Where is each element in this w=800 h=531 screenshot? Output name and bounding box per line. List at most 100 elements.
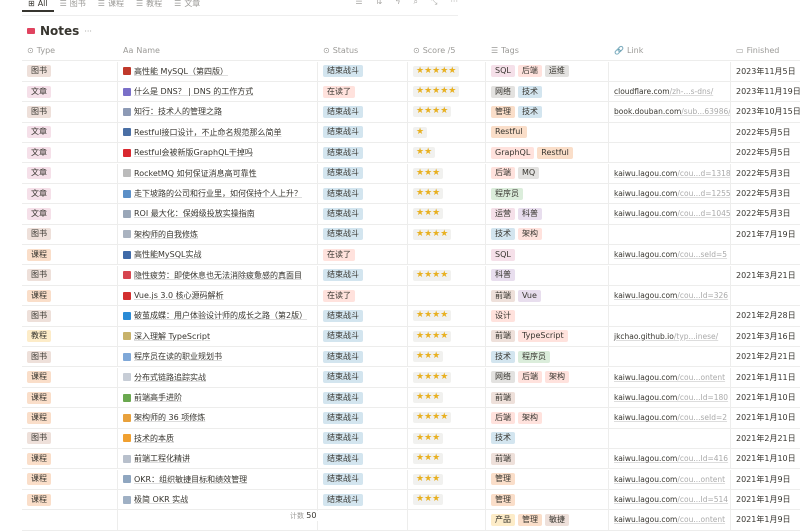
score-cell[interactable]: ★★★ <box>408 163 486 183</box>
status-cell[interactable]: 结束战斗 <box>318 163 408 183</box>
url-link[interactable]: kaiwu.lagou.com/cou...d=1318 <box>614 169 730 178</box>
score-cell[interactable]: ★★★ <box>408 347 486 367</box>
finished-date-cell[interactable]: 2022年5月3日 <box>736 168 791 178</box>
link-cell[interactable]: jkchao.github.io/typ...inese/ <box>609 326 731 347</box>
name-cell[interactable]: 极简 OKR 实战 <box>118 489 318 510</box>
table-row[interactable]: 文章 什么是 DNS？ | DNS 的工作方式 在读了 ★★★★★ 网络 技术 cloudf… <box>22 81 800 103</box>
score-cell[interactable]: ★★★ <box>408 204 486 224</box>
type-cell[interactable]: 图书 <box>22 61 118 81</box>
name-cell[interactable]: 高性能MySQL实战 <box>118 245 318 265</box>
status-cell[interactable]: 结束战斗 <box>318 387 408 408</box>
finished-date-cell[interactable]: 2023年11月5日 <box>736 66 796 76</box>
score-cell[interactable]: ★★★ <box>408 469 486 489</box>
name-cell[interactable]: 技术的本质 <box>118 428 318 449</box>
tags-cell[interactable]: 技术 架构 <box>486 224 609 245</box>
name-cell[interactable]: 架构师的 36 项修炼 <box>118 408 318 428</box>
status-cell[interactable]: 结束战斗 <box>318 428 408 449</box>
name-cell[interactable]: 分布式链路追踪实战 <box>118 367 318 387</box>
type-cell[interactable]: 课程 <box>22 489 118 510</box>
page-name-link[interactable]: Restful会被新版GraphQL干掉吗 <box>134 148 253 158</box>
score-cell[interactable]: ★★★★ <box>408 102 486 122</box>
column-header-1[interactable]: Aa Name <box>118 41 318 60</box>
filter-icon[interactable]: ☰ <box>355 0 363 6</box>
type-cell[interactable]: 文章 <box>22 163 118 183</box>
finished-date-cell[interactable]: 2021年1月9日 <box>736 495 791 505</box>
score-cell[interactable]: ★★ <box>408 143 486 163</box>
status-cell[interactable]: 结束战斗 <box>318 469 408 489</box>
page-name-link[interactable]: 高性能MySQL实战 <box>134 250 202 260</box>
more-icon[interactable]: ··· <box>450 0 458 6</box>
column-header-3[interactable]: ⊙ Score /5 <box>408 41 486 60</box>
finished-date-cell[interactable]: 2021年1月10日 <box>736 454 796 464</box>
link-cell[interactable] <box>609 122 731 143</box>
link-cell[interactable]: kaiwu.lagou.com/cou...Id=180 <box>609 387 731 408</box>
url-link[interactable]: book.douban.com/sub...63986/ <box>614 107 730 116</box>
finished-date-cell[interactable]: 2021年7月19日 <box>736 229 796 239</box>
table-row[interactable]: 图书 技术的本质 结束战斗 ★★★ 技术 2021年2月21日 <box>22 428 800 450</box>
status-cell[interactable]: 结束战斗 <box>318 306 408 326</box>
url-link[interactable]: kaiwu.lagou.com/cou...Id=326 <box>614 291 728 300</box>
tags-cell[interactable]: SQL <box>486 245 609 265</box>
finished-date-cell[interactable]: 2021年2月21日 <box>736 352 796 362</box>
type-cell[interactable]: 图书 <box>22 306 118 326</box>
column-header-5[interactable]: 🔗 Link <box>609 41 731 60</box>
finished-date-cell[interactable]: 2023年10月15日 <box>736 107 800 117</box>
page-name-link[interactable]: 知行：技术人的管理之路 <box>134 107 222 117</box>
type-cell[interactable]: 图书 <box>22 224 118 245</box>
name-cell[interactable]: 前端工程化精讲 <box>118 449 318 469</box>
page-name-link[interactable]: ROI 最大化：保姆级投放实操指南 <box>134 209 255 219</box>
url-link[interactable]: cloudflare.com/zh-...s-dns/ <box>614 87 713 96</box>
url-link[interactable]: kaiwu.lagou.com/cou...seId=5 <box>614 250 727 259</box>
status-cell[interactable]: 结束战斗 <box>318 449 408 469</box>
type-cell[interactable]: 文章 <box>22 81 118 102</box>
column-header-6[interactable]: ▭ Finished <box>731 41 800 60</box>
score-cell[interactable]: ★★★ <box>408 183 486 204</box>
url-link[interactable]: jkchao.github.io/typ...inese/ <box>614 332 718 341</box>
type-cell[interactable]: 文章 <box>22 183 118 204</box>
page-name-link[interactable]: Restful接口设计，不止命名规范那么简单 <box>134 127 282 137</box>
page-name-link[interactable]: 技术的本质 <box>134 433 174 443</box>
score-cell[interactable]: ★★★★ <box>408 326 486 347</box>
url-link[interactable]: kaiwu.lagou.com/cou...Id=514 <box>614 495 728 504</box>
link-cell[interactable] <box>609 428 731 449</box>
tags-cell[interactable]: 设计 <box>486 306 609 326</box>
status-cell[interactable]: 结束战斗 <box>318 489 408 510</box>
type-cell[interactable]: 图书 <box>22 102 118 122</box>
type-cell[interactable]: 图书 <box>22 265 118 285</box>
page-name-link[interactable]: 架构师的 36 项修炼 <box>134 413 206 423</box>
status-cell[interactable]: 结束战斗 <box>318 367 408 387</box>
finished-date-cell[interactable]: 2021年1月10日 <box>736 413 796 423</box>
name-cell[interactable]: Vue.js 3.0 核心源码解析 <box>118 285 318 306</box>
url-link[interactable]: kaiwu.lagou.com/cou...Id=180 <box>614 393 728 402</box>
table-row[interactable]: 文章 ROI 最大化：保姆级投放实操指南 结束战斗 ★★★ 运营 科普 kaiwu.lago… <box>22 204 800 225</box>
tags-cell[interactable]: 前端 <box>486 449 609 469</box>
finished-date-cell[interactable]: 2022年5月3日 <box>736 189 791 199</box>
table-row[interactable]: 图书 程序员在读的职业规划书 结束战斗 ★★★ 技术 程序员 2021年2月21日 <box>22 347 800 368</box>
tags-cell[interactable]: 前端 TypeScript <box>486 326 609 347</box>
table-row[interactable]: 图书 架构师的自我修炼 结束战斗 ★★★★ 技术 架构 2021年7月19日 <box>22 224 800 246</box>
status-cell[interactable]: 结束战斗 <box>318 122 408 143</box>
tags-cell[interactable]: Restful <box>486 122 609 143</box>
name-cell[interactable]: 架构师的自我修炼 <box>118 224 318 245</box>
url-link[interactable]: kaiwu.lagou.com/cou...d=1255 <box>614 189 730 198</box>
tab-2[interactable]: ☰ 课程 <box>92 0 130 9</box>
link-cell[interactable]: kaiwu.lagou.com/cou...d=1045 <box>609 204 731 224</box>
name-cell[interactable]: ROI 最大化：保姆级投放实操指南 <box>118 204 318 224</box>
tags-cell[interactable]: 后端 MQ <box>486 163 609 183</box>
table-row[interactable]: 课程 OKR：组织敏捷目标和绩效管理 结束战斗 ★★★ 管理 kaiwu.lagou.co… <box>22 469 800 490</box>
name-cell[interactable]: 隐性疲劳：即使休息也无法消除疲惫感的真面目 <box>118 265 318 285</box>
table-row[interactable]: 图书 高性能 MySQL（第四版） 结束战斗 ★★★★★ SQL 后端 运维 2023年11月… <box>22 61 800 82</box>
table-row[interactable]: 图书 隐性疲劳：即使休息也无法消除疲惫感的真面目 结束战斗 ★★★★ 科普 2021年3月… <box>22 265 800 286</box>
link-cell[interactable]: kaiwu.lagou.com/cou...seId=2 <box>609 408 731 428</box>
type-cell[interactable]: 文章 <box>22 204 118 224</box>
finished-date-cell[interactable]: 2022年5月5日 <box>736 148 791 158</box>
table-row[interactable]: 课程 分布式链路追踪实战 结束战斗 ★★★★ 网络 后端 架构 kaiwu.lagou.com… <box>22 367 800 388</box>
page-name-link[interactable]: 前端高手进阶 <box>134 393 182 403</box>
table-row[interactable]: 文章 RocketMQ 如何保证消息高可靠性 结束战斗 ★★★ 后端 MQ kaiwu.la… <box>22 163 800 184</box>
status-cell[interactable]: 结束战斗 <box>318 183 408 204</box>
column-header-0[interactable]: ⊙ Type <box>22 41 118 60</box>
tags-cell[interactable]: 网络 后端 架构 <box>486 367 609 387</box>
page-name-link[interactable]: 前端工程化精讲 <box>134 454 190 464</box>
page-name-link[interactable]: 走下坡路的公司和行业里，如何保持个人上升？ <box>134 189 302 199</box>
finished-date-cell[interactable] <box>731 245 800 264</box>
